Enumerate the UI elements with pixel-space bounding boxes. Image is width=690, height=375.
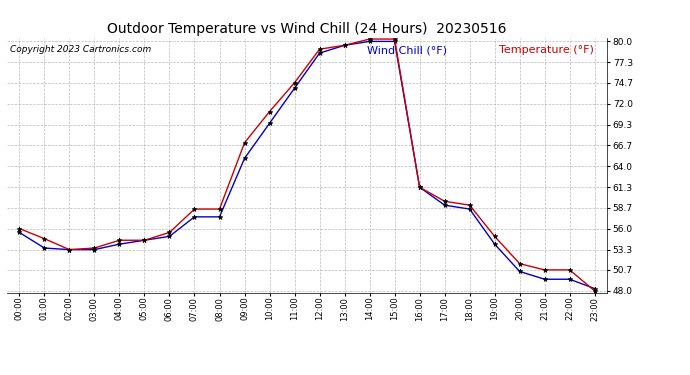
Text: Wind Chill (°F): Wind Chill (°F) <box>367 45 454 55</box>
Text: Temperature (°F): Temperature (°F) <box>499 45 594 55</box>
Title: Outdoor Temperature vs Wind Chill (24 Hours)  20230516: Outdoor Temperature vs Wind Chill (24 Ho… <box>108 22 506 36</box>
Text: Copyright 2023 Cartronics.com: Copyright 2023 Cartronics.com <box>10 45 151 54</box>
